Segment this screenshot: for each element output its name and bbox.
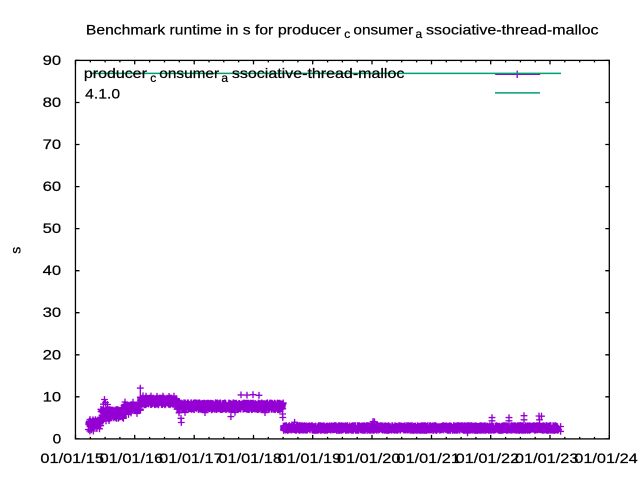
svg-text:50: 50 [43,220,62,236]
svg-text:c: c [150,71,156,85]
svg-text:70: 70 [43,136,62,152]
svg-text:producer: producer [84,65,147,81]
svg-text:40: 40 [43,262,62,278]
svg-text:ssociative-thread-malloc: ssociative-thread-malloc [426,22,599,38]
svg-text:30: 30 [43,304,62,320]
svg-text:20: 20 [43,346,62,362]
svg-text:90: 90 [43,52,62,68]
svg-text:ssociative-thread-malloc: ssociative-thread-malloc [232,65,405,81]
svg-text:a: a [416,27,423,41]
svg-text:Benchmark runtime in s for: Benchmark runtime in s for [86,22,274,38]
svg-text:c: c [344,27,350,41]
svg-text:4.1.0: 4.1.0 [85,86,120,102]
svg-text:onsumer: onsumer [159,65,219,81]
svg-text:01/01/15: 01/01/15 [40,450,104,466]
svg-text:s: s [8,247,24,254]
svg-text:01/01/23: 01/01/23 [515,450,579,466]
svg-text:01/01/16: 01/01/16 [100,450,164,466]
svg-text:01/01/19: 01/01/19 [278,450,342,466]
svg-text:producer: producer [278,22,341,38]
svg-text:01/01/20: 01/01/20 [337,450,401,466]
svg-text:01/01/17: 01/01/17 [159,450,223,466]
svg-text:01/01/18: 01/01/18 [218,450,282,466]
svg-text:01/01/24: 01/01/24 [574,450,638,466]
svg-text:onsumer: onsumer [353,22,413,38]
svg-text:01/01/22: 01/01/22 [456,450,520,466]
svg-text:80: 80 [43,94,62,110]
svg-text:60: 60 [43,178,62,194]
svg-text:01/01/21: 01/01/21 [396,450,460,466]
svg-text:10: 10 [43,388,62,404]
svg-text:0: 0 [53,430,62,446]
svg-text:a: a [221,71,228,85]
